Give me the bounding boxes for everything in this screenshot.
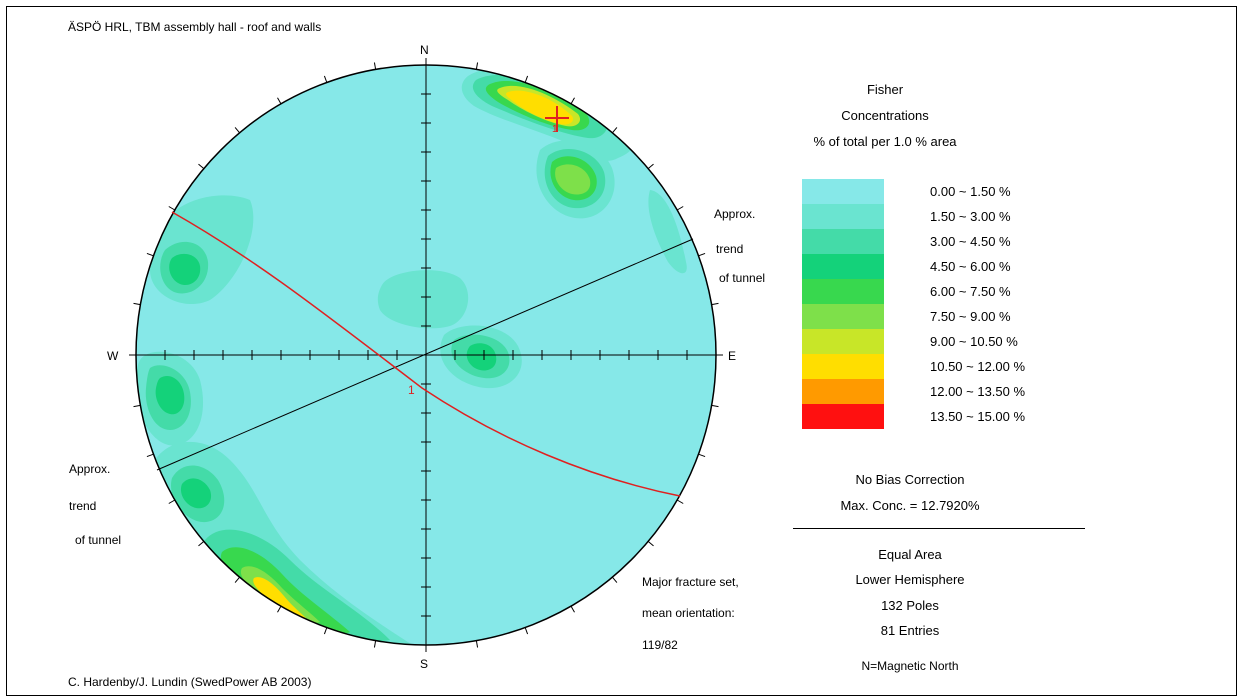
rim-tick xyxy=(373,640,377,648)
rim-tick xyxy=(277,97,282,105)
poles-text: 132 Poles xyxy=(881,598,939,613)
rim-tick xyxy=(711,404,719,408)
mean-pole-marker xyxy=(545,106,569,132)
rim-tick xyxy=(323,75,328,83)
credit: C. Hardenby/J. Lundin (SwedPower AB 2003… xyxy=(68,675,312,689)
rim-tick xyxy=(146,252,154,257)
trend-label-ne-2: trend xyxy=(716,242,744,256)
rim-tick xyxy=(612,127,618,134)
trend-label-ne-1: Approx. xyxy=(714,207,756,221)
axes xyxy=(136,65,716,645)
legend-swatch xyxy=(802,254,884,279)
rim-tick xyxy=(698,453,706,458)
fracture-label-1: Major fracture set, xyxy=(642,575,739,589)
rim-tick xyxy=(570,97,575,105)
rim-tick xyxy=(524,627,529,635)
rim-tick xyxy=(676,499,684,504)
legend-label: 13.50 ~ 15.00 % xyxy=(930,409,1026,424)
tunnel-trend-line xyxy=(156,238,694,471)
south-label: S xyxy=(420,657,428,671)
rim-tick xyxy=(373,62,377,70)
legend-swatch xyxy=(802,379,884,404)
legend-label: 12.00 ~ 13.50 % xyxy=(930,384,1026,399)
legend-swatch xyxy=(802,404,884,429)
projection-text: Equal Area xyxy=(878,547,942,562)
east-label: E xyxy=(728,349,736,363)
legend-swatch xyxy=(802,329,884,354)
pole-label: 1 xyxy=(552,124,558,135)
north-note: N=Magnetic North xyxy=(861,659,959,673)
axis-ticks xyxy=(164,93,688,617)
rim-tick xyxy=(234,576,240,583)
trend-label-sw-1: Approx. xyxy=(69,462,111,476)
legend-label: 3.00 ~ 4.50 % xyxy=(930,234,1011,249)
rim-tick xyxy=(168,206,176,211)
fracture-label-3: 119/82 xyxy=(642,638,678,652)
rim-tick xyxy=(323,627,328,635)
figure-frame xyxy=(6,6,1237,696)
legend-label: 4.50 ~ 6.00 % xyxy=(930,259,1011,274)
legend-swatch xyxy=(802,204,884,229)
max-conc-text: Max. Conc. = 12.7920% xyxy=(840,498,980,513)
rim-tick xyxy=(698,252,706,257)
rim-tick xyxy=(133,302,141,306)
legend-swatch xyxy=(802,279,884,304)
trend-label-sw-3: of tunnel xyxy=(75,533,122,547)
north-label: N xyxy=(420,43,429,57)
rim-tick xyxy=(168,499,176,504)
rim-tick xyxy=(570,605,575,613)
rim-tick xyxy=(198,163,205,169)
trend-label-sw-2: trend xyxy=(69,499,97,513)
bias-text: No Bias Correction xyxy=(855,472,965,487)
legend-label: 9.00 ~ 10.50 % xyxy=(930,334,1018,349)
legend-heading-3: % of total per 1.0 % area xyxy=(813,134,957,149)
legend-swatch xyxy=(802,179,884,204)
rim-tick xyxy=(198,541,205,547)
rim-tick xyxy=(277,605,282,613)
west-label: W xyxy=(107,349,119,363)
rim-tick xyxy=(676,206,684,211)
rim-tick xyxy=(475,62,479,70)
rim-tick xyxy=(234,127,240,134)
rim-tick xyxy=(647,541,654,547)
rim-tick xyxy=(524,75,529,83)
legend-swatch xyxy=(802,304,884,329)
fracture-label-2: mean orientation: xyxy=(642,606,735,620)
rim-tick xyxy=(711,302,719,306)
legend-label: 10.50 ~ 12.00 % xyxy=(930,359,1026,374)
legend-swatch xyxy=(802,229,884,254)
info-divider xyxy=(793,528,1085,529)
entries-text: 81 Entries xyxy=(880,623,940,638)
trend-label-ne-3: of tunnel xyxy=(719,271,766,285)
plot-title: ÄSPÖ HRL, TBM assembly hall - roof and w… xyxy=(68,20,322,34)
legend-label: 7.50 ~ 9.00 % xyxy=(930,309,1011,324)
rim-tick xyxy=(612,576,618,583)
legend-label: 6.00 ~ 7.50 % xyxy=(930,284,1011,299)
legend-label: 0.00 ~ 1.50 % xyxy=(930,184,1011,199)
rim-tick xyxy=(647,163,654,169)
legend-label: 1.50 ~ 3.00 % xyxy=(930,209,1011,224)
rim-tick xyxy=(475,640,479,648)
great-circle-label: 1 xyxy=(408,383,415,397)
rim-tick xyxy=(133,404,141,408)
rim-tick xyxy=(146,453,154,458)
legend-swatch xyxy=(802,354,884,379)
net-ticks xyxy=(129,58,723,652)
legend-heading-1: Fisher xyxy=(866,82,904,97)
hemisphere-text: Lower Hemisphere xyxy=(855,572,965,587)
legend-heading-2: Concentrations xyxy=(841,108,929,123)
fracture-great-circle xyxy=(171,211,681,497)
